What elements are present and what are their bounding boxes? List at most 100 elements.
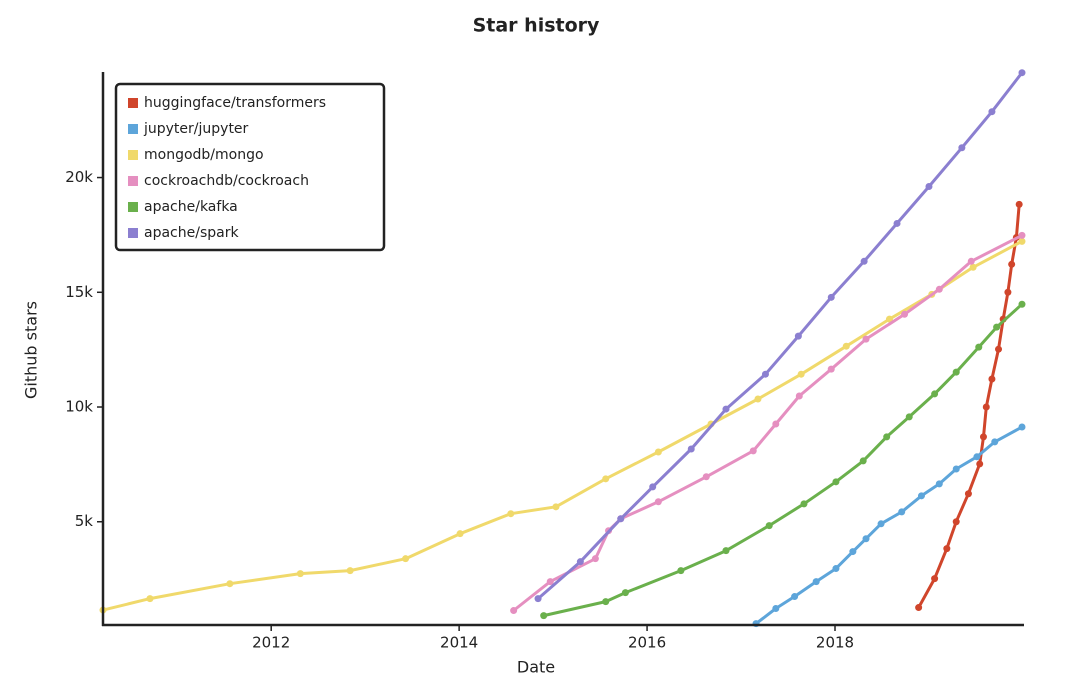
data-point: [976, 460, 984, 468]
data-point: [722, 547, 730, 555]
data-point: [975, 343, 983, 351]
data-point: [988, 375, 996, 383]
data-point: [795, 392, 803, 400]
data-point: [702, 473, 710, 481]
y-tick-label: 10k: [65, 398, 93, 416]
data-point: [749, 447, 757, 455]
data-point: [1018, 237, 1026, 245]
data-point: [1008, 260, 1016, 268]
data-point: [877, 520, 885, 528]
data-point: [654, 498, 662, 506]
data-point: [993, 323, 1001, 331]
data-point: [677, 567, 685, 575]
data-point: [898, 508, 906, 516]
chart-title: Star history: [473, 15, 600, 37]
data-point: [893, 219, 901, 227]
data-point: [602, 475, 610, 483]
data-point: [800, 500, 808, 508]
legend-label: jupyter/jupyter: [143, 121, 249, 137]
data-point: [576, 558, 584, 566]
x-tick-label: 2016: [628, 634, 666, 652]
data-point: [761, 370, 769, 378]
data-point: [842, 342, 850, 350]
x-tick-label: 2018: [816, 634, 854, 652]
data-point: [1018, 423, 1026, 431]
data-point: [964, 490, 972, 498]
legend-label: apache/kafka: [144, 199, 238, 215]
x-axis-label: Date: [517, 658, 555, 677]
data-point: [931, 575, 939, 583]
legend-box: [114, 82, 386, 252]
data-point: [988, 108, 996, 116]
data-point: [827, 365, 835, 373]
data-point: [931, 390, 939, 398]
data-point: [687, 445, 695, 453]
legend-swatch: [128, 150, 138, 160]
data-point: [832, 478, 840, 486]
data-point: [621, 589, 629, 597]
data-point: [456, 530, 464, 538]
data-point: [886, 315, 894, 323]
data-point: [917, 492, 925, 500]
data-point: [649, 483, 657, 491]
data-point: [860, 257, 868, 265]
data-point: [979, 433, 987, 441]
data-point: [943, 545, 951, 553]
data-point: [507, 510, 515, 518]
legend-label: cockroachdb/cockroach: [144, 173, 309, 189]
data-point: [973, 453, 981, 461]
data-point: [146, 595, 154, 603]
data-point: [772, 604, 780, 612]
data-point: [794, 332, 802, 340]
data-point: [591, 555, 599, 563]
data-point: [617, 515, 625, 523]
plot-area: [99, 69, 1026, 628]
x-tick-label: 2012: [252, 634, 290, 652]
data-point: [654, 448, 662, 456]
data-point: [952, 518, 960, 526]
legend: huggingface/transformers jupyter/jupyter m…: [114, 82, 386, 252]
data-point: [534, 595, 542, 603]
legend-swatch: [128, 202, 138, 212]
data-point: [812, 578, 820, 586]
legend-label: apache/spark: [144, 225, 239, 241]
data-point: [772, 420, 780, 428]
data-point: [1015, 200, 1023, 208]
data-point: [901, 310, 909, 318]
legend-swatch: [128, 98, 138, 108]
data-point: [935, 285, 943, 293]
data-point: [540, 612, 548, 620]
data-point: [402, 555, 410, 563]
data-point: [982, 403, 990, 411]
legend-swatch: [128, 124, 138, 134]
data-point: [346, 567, 354, 575]
data-point: [883, 433, 891, 441]
legend-label: mongodb/mongo: [144, 147, 264, 163]
data-point: [925, 183, 933, 191]
x-tick-label: 2014: [440, 634, 478, 652]
data-point: [952, 368, 960, 376]
data-point: [226, 580, 234, 588]
data-point: [797, 370, 805, 378]
data-point: [935, 480, 943, 488]
data-point: [791, 593, 799, 601]
data-point: [967, 257, 975, 265]
data-point: [765, 522, 773, 530]
series-line: [512, 234, 1023, 612]
data-point: [849, 548, 857, 556]
data-point: [546, 578, 554, 586]
data-point: [1018, 231, 1026, 239]
data-point: [1004, 288, 1012, 296]
data-point: [510, 607, 518, 615]
data-point: [1018, 69, 1026, 77]
data-point: [862, 335, 870, 343]
data-point: [952, 465, 960, 473]
legend-swatch: [128, 228, 138, 238]
series-line: [102, 239, 1023, 612]
y-axis-label: Github stars: [22, 301, 41, 399]
data-point: [552, 503, 560, 511]
data-point: [991, 438, 999, 446]
data-point: [827, 293, 835, 301]
data-point: [1018, 300, 1026, 308]
